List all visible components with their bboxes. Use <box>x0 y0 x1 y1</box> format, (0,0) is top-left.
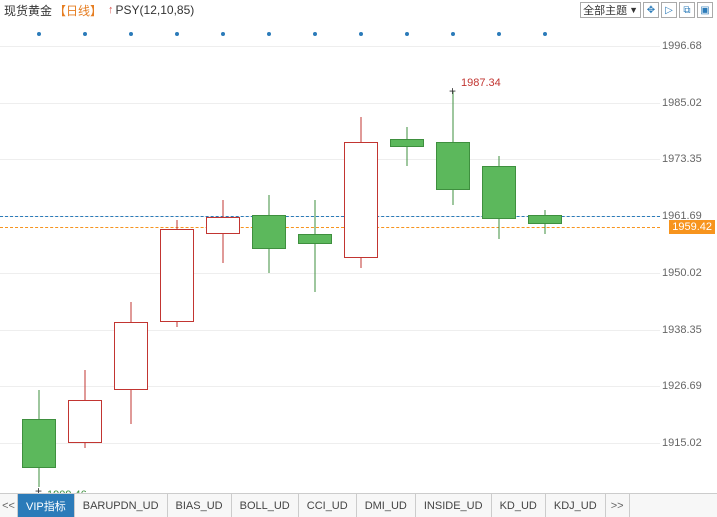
high-price-label: 1987.34 <box>461 77 501 89</box>
psy-dot <box>129 32 133 36</box>
psy-dot <box>497 32 501 36</box>
indicator-tab[interactable]: BOLL_UD <box>232 494 299 517</box>
candle <box>344 117 378 268</box>
candle-body <box>252 215 286 249</box>
candle-wick <box>407 127 408 166</box>
high-marker-icon: + <box>449 85 456 97</box>
grid-line <box>0 159 660 160</box>
candle-body <box>528 215 562 225</box>
psy-dot <box>313 32 317 36</box>
candle-body <box>206 217 240 234</box>
indicator-tab[interactable]: DMI_UD <box>357 494 416 517</box>
candle <box>68 370 102 448</box>
export-icon[interactable]: ▣ <box>697 2 713 18</box>
indicator-tab[interactable]: CCI_UD <box>299 494 357 517</box>
y-axis-label: 1985.02 <box>662 97 702 109</box>
candle <box>436 91 470 205</box>
indicator-tab[interactable]: BARUPDN_UD <box>75 494 168 517</box>
indicator-label: PSY(12,10,85) <box>116 3 195 17</box>
candle <box>114 302 148 424</box>
tabs-host: VIP指标BARUPDN_UDBIAS_UDBOLL_UDCCI_UDDMI_U… <box>18 494 606 517</box>
psy-dot <box>359 32 363 36</box>
timeframe-label: 【日线】 <box>54 2 102 19</box>
chart-header: 现货黄金 【日线】 ↑ PSY(12,10,85) 全部主题 ▼ ✥ ▷ ⧉ ▣ <box>0 0 717 20</box>
y-axis-label: 1996.68 <box>662 40 702 52</box>
candle-body <box>482 166 516 220</box>
candle-body <box>114 322 148 390</box>
psy-dot <box>175 32 179 36</box>
candle <box>298 200 332 292</box>
candle-body <box>68 400 102 444</box>
indicator-tab[interactable]: KDJ_UD <box>546 494 606 517</box>
candle <box>252 195 286 273</box>
candle <box>528 210 562 234</box>
indicator-tab[interactable]: BIAS_UD <box>168 494 232 517</box>
y-axis-label: 1915.02 <box>662 437 702 449</box>
candle-body <box>436 142 470 191</box>
play-icon[interactable]: ▷ <box>661 2 677 18</box>
theme-selector-label: 全部主题 <box>583 2 627 18</box>
direction-arrow-icon: ↑ <box>108 4 114 16</box>
psy-dot <box>405 32 409 36</box>
chart-icon[interactable]: ⧉ <box>679 2 695 18</box>
candle <box>390 127 424 166</box>
indicator-tab[interactable]: VIP指标 <box>18 494 75 517</box>
indicator-tab[interactable]: INSIDE_UD <box>416 494 492 517</box>
candle-body <box>160 229 194 321</box>
root: 现货黄金 【日线】 ↑ PSY(12,10,85) 全部主题 ▼ ✥ ▷ ⧉ ▣… <box>0 0 717 517</box>
candle-wick <box>315 200 316 292</box>
tabs-next-button[interactable]: >> <box>606 494 630 517</box>
candle-body <box>390 139 424 146</box>
psy-dot <box>451 32 455 36</box>
candle-body <box>344 142 378 259</box>
candle-body <box>22 419 56 468</box>
indicator-tab[interactable]: KD_UD <box>492 494 546 517</box>
y-axis-label: 1973.35 <box>662 153 702 165</box>
psy-dot <box>37 32 41 36</box>
y-axis-label: 1950.02 <box>662 267 702 279</box>
candle <box>206 200 240 263</box>
psy-dot <box>221 32 225 36</box>
candle <box>482 156 516 239</box>
indicator-tab-bar: << VIP指标BARUPDN_UDBIAS_UDBOLL_UDCCI_UDDM… <box>0 493 717 517</box>
instrument-name: 现货黄金 <box>4 2 52 19</box>
candle <box>160 220 194 327</box>
psy-dot <box>83 32 87 36</box>
price-tag: 1959.42 <box>669 220 715 234</box>
theme-selector[interactable]: 全部主题 ▼ <box>580 2 641 18</box>
chart-area[interactable]: +1987.34+1909.46 <box>0 20 660 492</box>
y-axis-label: 1938.35 <box>662 324 702 336</box>
candle-body <box>298 234 332 244</box>
psy-dot <box>543 32 547 36</box>
tabs-prev-button[interactable]: << <box>0 494 18 517</box>
grid-line <box>0 103 660 104</box>
grid-line <box>0 330 660 331</box>
grid-line <box>0 46 660 47</box>
y-axis-label: 1926.69 <box>662 380 702 392</box>
move-icon[interactable]: ✥ <box>643 2 659 18</box>
candle <box>22 390 56 487</box>
y-axis: 1996.681985.021973.351961.691950.021938.… <box>660 20 717 492</box>
chevron-down-icon: ▼ <box>629 5 638 15</box>
psy-dot <box>267 32 271 36</box>
